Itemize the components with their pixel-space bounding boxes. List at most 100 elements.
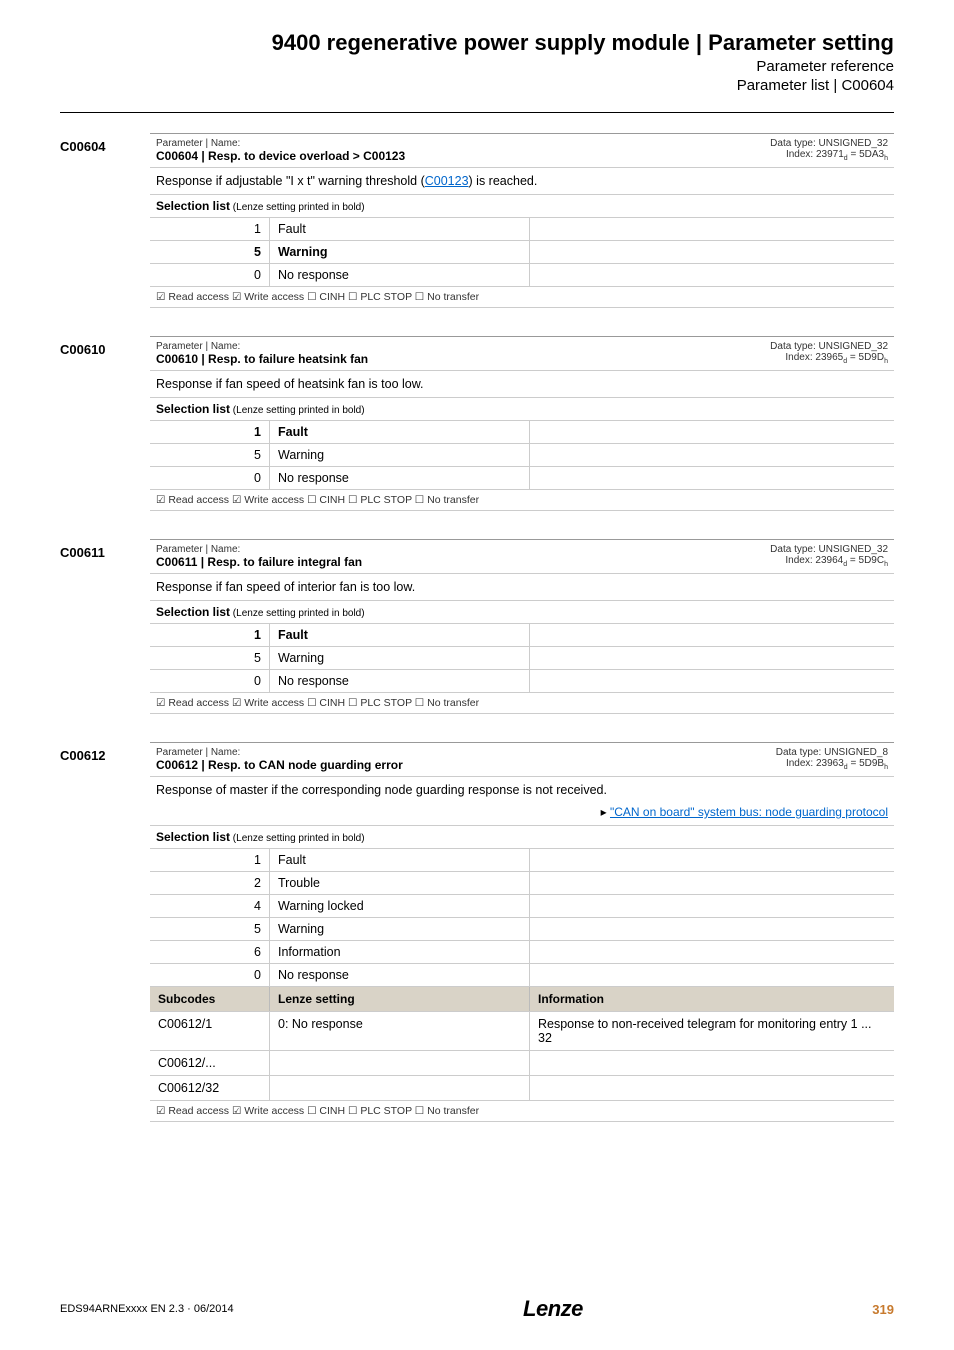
sel-header-text: Selection list — [156, 605, 230, 619]
param-name-label: Parameter | Name: — [156, 341, 368, 352]
subcode: C00612/32 — [150, 1076, 270, 1100]
subcodes-header: Subcodes — [150, 987, 270, 1011]
sel-num: 0 — [150, 964, 270, 986]
access-row: ☑ Read access ☑ Write access ☐ CINH ☐ PL… — [150, 693, 894, 714]
sel-header-sub: (Lenze setting printed in bold) — [230, 405, 365, 416]
param-header: Parameter | Name: C00611 | Resp. to fail… — [150, 539, 894, 574]
param-description: Response of master if the corresponding … — [150, 777, 894, 803]
selection-list-header: Selection list (Lenze setting printed in… — [150, 601, 894, 624]
sel-empty — [530, 941, 894, 963]
selection-row: 5 Warning — [150, 444, 894, 467]
param-header-right: Data type: UNSIGNED_32 Index: 23964d = 5… — [770, 544, 888, 569]
sel-num: 0 — [150, 670, 270, 692]
param-name: C00611 | Resp. to failure integral fan — [156, 555, 362, 569]
param-header: Parameter | Name: C00604 | Resp. to devi… — [150, 133, 894, 168]
subcode-row: C00612/32 — [150, 1076, 894, 1101]
selection-row: 1 Fault — [150, 218, 894, 241]
selection-row: 5 Warning — [150, 647, 894, 670]
selection-row: 5Warning — [150, 918, 894, 941]
sel-empty — [530, 872, 894, 894]
footer-page: 319 — [872, 1302, 894, 1317]
sel-val: Fault — [270, 624, 530, 646]
footer-logo: Lenze — [523, 1296, 583, 1322]
selection-row: 6Information — [150, 941, 894, 964]
subcode: C00612/1 — [150, 1012, 270, 1050]
sel-empty — [530, 895, 894, 917]
sel-val: No response — [270, 670, 530, 692]
param-name: C00604 | Resp. to device overload > C001… — [156, 149, 405, 163]
param-id: C00612 — [60, 742, 150, 1122]
param-header: Parameter | Name: C00612 | Resp. to CAN … — [150, 742, 894, 777]
sel-empty — [530, 444, 894, 466]
sel-num: 1 — [150, 218, 270, 240]
sel-num: 1 — [150, 421, 270, 443]
sel-num: 6 — [150, 941, 270, 963]
selection-row: 1 Fault — [150, 624, 894, 647]
sel-header-sub: (Lenze setting printed in bold) — [230, 202, 365, 213]
sel-val: Warning locked — [270, 895, 530, 917]
selection-row: 1 Fault — [150, 421, 894, 444]
selection-row: 2Trouble — [150, 872, 894, 895]
sel-header-text: Selection list — [156, 830, 230, 844]
sel-header-sub: (Lenze setting printed in bold) — [230, 833, 365, 844]
header-sub2: Parameter list | C00604 — [60, 77, 894, 94]
desc-link[interactable]: C00123 — [425, 174, 469, 188]
subcode-info — [530, 1051, 894, 1075]
sel-num: 2 — [150, 872, 270, 894]
param-header-left: Parameter | Name: C00611 | Resp. to fail… — [156, 544, 362, 569]
sel-num: 5 — [150, 918, 270, 940]
sel-val: No response — [270, 264, 530, 286]
subcode-row: C00612/... — [150, 1051, 894, 1076]
param-link-row: ▸ "CAN on board" system bus: node guardi… — [150, 803, 894, 826]
sel-num: 1 — [150, 849, 270, 871]
param-name: C00612 | Resp. to CAN node guarding erro… — [156, 758, 403, 772]
param-body: Parameter | Name: C00611 | Resp. to fail… — [150, 539, 894, 714]
sel-header-sub: (Lenze setting printed in bold) — [230, 608, 365, 619]
sel-val: No response — [270, 964, 530, 986]
param-header-right: Data type: UNSIGNED_32 Index: 23965d = 5… — [770, 341, 888, 366]
sel-empty — [530, 964, 894, 986]
sel-empty — [530, 647, 894, 669]
can-link[interactable]: "CAN on board" system bus: node guarding… — [610, 805, 888, 819]
param-block-c00604: C00604 Parameter | Name: C00604 | Resp. … — [60, 133, 894, 308]
sel-num: 5 — [150, 647, 270, 669]
sel-empty — [530, 624, 894, 646]
sel-header-text: Selection list — [156, 199, 230, 213]
param-header-right: Data type: UNSIGNED_32 Index: 23971d = 5… — [770, 138, 888, 163]
selection-row: 1Fault — [150, 849, 894, 872]
param-description: Response if adjustable "I x t" warning t… — [150, 168, 894, 195]
param-name-label: Parameter | Name: — [156, 138, 405, 149]
header-sub1: Parameter reference — [60, 58, 894, 75]
sel-empty — [530, 849, 894, 871]
selection-row: 0 No response — [150, 467, 894, 490]
desc-pre: Response if adjustable "I x t" warning t… — [156, 174, 425, 188]
sel-empty — [530, 670, 894, 692]
selection-row: 0 No response — [150, 670, 894, 693]
subcode-info — [530, 1076, 894, 1100]
sel-num: 5 — [150, 444, 270, 466]
sel-val: Fault — [270, 218, 530, 240]
subcode-row: C00612/1 0: No response Response to non-… — [150, 1012, 894, 1051]
sel-val: Warning — [270, 444, 530, 466]
selection-row: 5 Warning — [150, 241, 894, 264]
param-body: Parameter | Name: C00604 | Resp. to devi… — [150, 133, 894, 308]
content: C00604 Parameter | Name: C00604 | Resp. … — [0, 113, 954, 1122]
sel-val: Fault — [270, 421, 530, 443]
param-header-right: Data type: UNSIGNED_8 Index: 23963d = 5D… — [776, 747, 888, 772]
sel-num: 5 — [150, 241, 270, 263]
lenze-setting-header: Lenze setting — [270, 987, 530, 1011]
param-name: C00610 | Resp. to failure heatsink fan — [156, 352, 368, 366]
sel-val: Fault — [270, 849, 530, 871]
param-body: Parameter | Name: C00612 | Resp. to CAN … — [150, 742, 894, 1122]
subcode-setting: 0: No response — [270, 1012, 530, 1050]
access-row: ☑ Read access ☑ Write access ☐ CINH ☐ PL… — [150, 490, 894, 511]
param-header: Parameter | Name: C00610 | Resp. to fail… — [150, 336, 894, 371]
desc-post: ) is reached. — [469, 174, 538, 188]
subcode-info: Response to non-received telegram for mo… — [530, 1012, 894, 1050]
param-id: C00604 — [60, 133, 150, 308]
param-block-c00611: C00611 Parameter | Name: C00611 | Resp. … — [60, 539, 894, 714]
subcode-setting — [270, 1076, 530, 1100]
sel-num: 1 — [150, 624, 270, 646]
sel-empty — [530, 918, 894, 940]
selection-row: 0 No response — [150, 264, 894, 287]
